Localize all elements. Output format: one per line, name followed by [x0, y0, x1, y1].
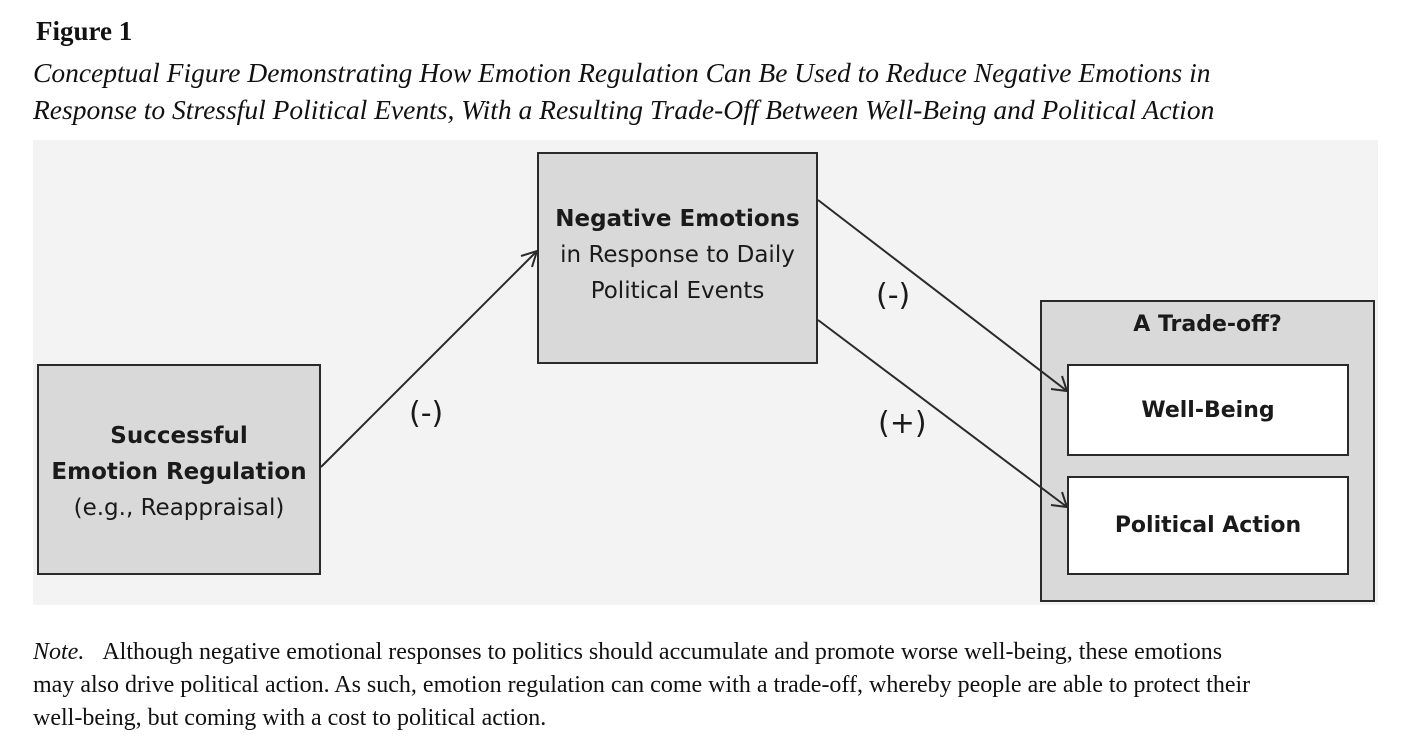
sign-emotions-to-action: (+) [878, 406, 927, 441]
regulation-example: (e.g., Reappraisal) [73, 494, 285, 521]
political-action-label: Political Action [1114, 513, 1302, 538]
note-line2: may also drive political action. As such… [33, 672, 1251, 698]
regulation-title-line1: Successful [110, 422, 248, 449]
regulation-title-line2: Emotion Regulation [51, 458, 307, 485]
arrowhead-regulation-to-emotions [520, 249, 539, 268]
caption-line: Response to Stressful Political Events, … [33, 94, 1215, 125]
tradeoff-title: A Trade-off? [1133, 312, 1282, 337]
note-text-line1: Although negative emotional responses to… [102, 639, 1223, 665]
emotion-regulation-box: Successful Emotion Regulation (e.g., Rea… [37, 364, 321, 575]
emotions-subtitle-line1: in Response to Daily [560, 242, 795, 268]
arrow-emotions-to-action [817, 319, 1068, 508]
caption-line: Conceptual Figure Demonstrating How Emot… [33, 57, 1211, 88]
emotions-subtitle-line2: Political Events [590, 278, 765, 304]
political-action-box: Political Action [1067, 476, 1349, 575]
arrowhead-emotions-to-action [1050, 491, 1069, 509]
figure-caption: Conceptual Figure Demonstrating How Emot… [33, 54, 1383, 128]
sign-emotions-to-wellbeing: (-) [876, 278, 911, 313]
emotions-title: Negative Emotions [555, 206, 800, 232]
sign-regulation-to-emotions: (-) [409, 396, 444, 431]
well-being-box: Well-Being [1067, 364, 1349, 456]
arrowhead-emotions-to-wellbeing [1050, 375, 1069, 393]
note-label: Note. [33, 639, 85, 665]
figure-label: Figure 1 [36, 16, 133, 46]
negative-emotions-box: Negative Emotions in Response to Daily P… [537, 152, 818, 364]
well-being-label: Well-Being [1141, 397, 1275, 423]
arrow-emotions-to-wellbeing [817, 199, 1068, 392]
arrow-regulation-to-emotions [320, 250, 538, 468]
figure-note: Note. Although negative emotional respon… [33, 636, 1383, 735]
note-line1: Note. Although negative emotional respon… [33, 636, 1383, 669]
note-line3: well-being, but coming with a cost to po… [33, 705, 547, 731]
